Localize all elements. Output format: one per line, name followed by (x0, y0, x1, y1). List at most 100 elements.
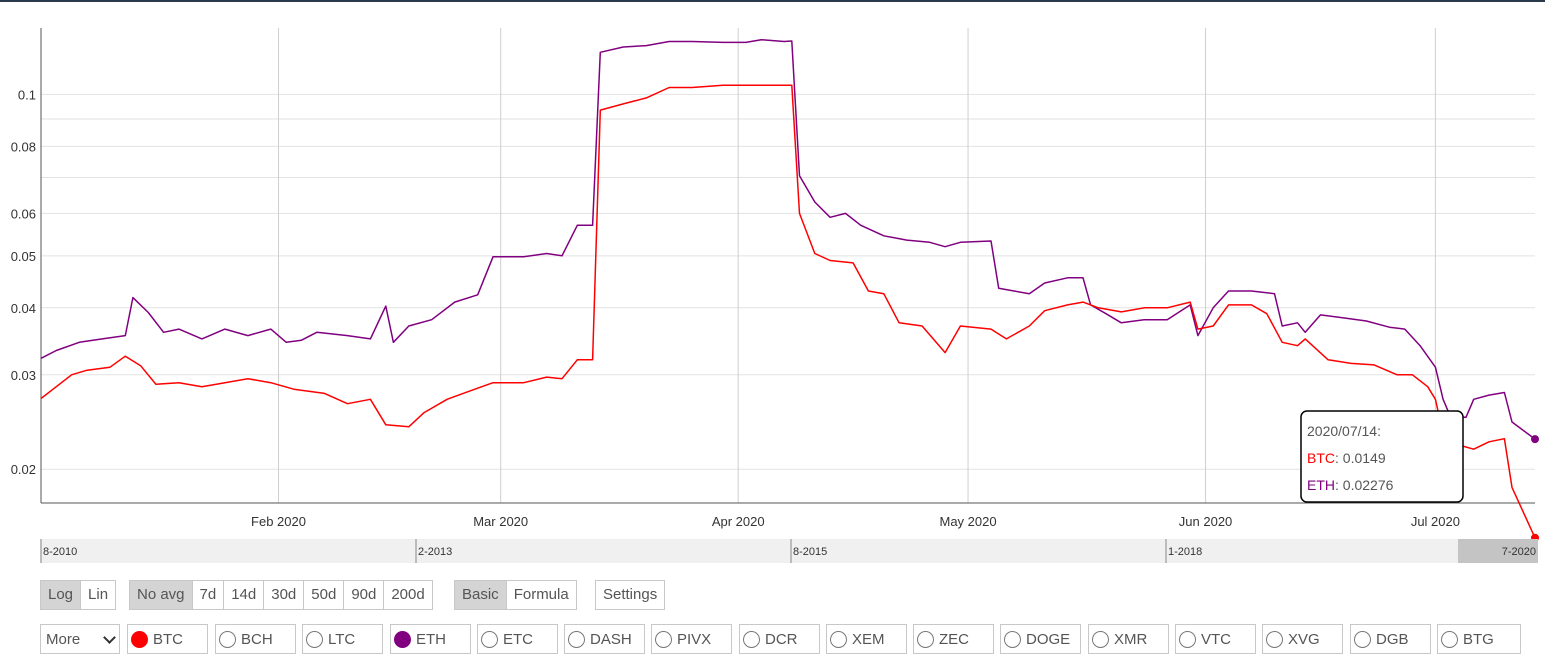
radio-icon (1179, 630, 1196, 648)
settings-group: Settings (595, 580, 666, 610)
radio-selected-icon (131, 630, 148, 648)
coin-toggle-btc[interactable]: BTC (127, 624, 208, 654)
avg-14d-button[interactable]: 14d (224, 581, 265, 609)
navigator-tick-label: 2-2013 (418, 546, 452, 558)
navigator-tick-label: 8-2010 (43, 546, 77, 558)
basic-mode-button[interactable]: Basic (455, 581, 507, 609)
x-tick-label: Mar 2020 (473, 514, 528, 529)
radio-icon (655, 630, 672, 648)
x-tick-label: Jul 2020 (1411, 514, 1460, 529)
tooltip: 2020/07/14: BTC: 0.0149 ETH: 0.02276 (1300, 410, 1464, 503)
radio-icon (1004, 630, 1021, 648)
avg-90d-button[interactable]: 90d (344, 581, 385, 609)
linear-scale-button[interactable]: Lin (81, 581, 116, 609)
coin-label: BTG (1463, 630, 1494, 648)
coin-toggle-dcr[interactable]: DCR (739, 624, 820, 654)
coin-toggle-dash[interactable]: DASH (564, 624, 645, 654)
tooltip-row-eth: ETH: 0.02276 (1307, 477, 1394, 493)
coin-toggle-eth[interactable]: ETH (390, 624, 471, 654)
coin-toggle-btg[interactable]: BTG (1437, 624, 1521, 654)
radio-icon (568, 630, 585, 648)
tooltip-row-btc: BTC: 0.0149 (1307, 450, 1386, 466)
axes: 0.1 0.08 0.06 0.05 0.04 0.03 0.02 Feb 2020 Mar 2… (11, 28, 1535, 529)
coin-toggle-zec[interactable]: ZEC (913, 624, 994, 654)
tooltip-series-name: ETH (1307, 477, 1335, 493)
coin-toggle-etc[interactable]: ETC (477, 624, 558, 654)
y-tick-label: 0.08 (11, 139, 36, 154)
avg-30d-button[interactable]: 30d (264, 581, 305, 609)
coin-label: XEM (852, 630, 885, 648)
settings-button[interactable]: Settings (596, 581, 665, 609)
navigator-selection[interactable] (1458, 539, 1538, 563)
navigator-tick-label: 1-2018 (1168, 546, 1202, 558)
radio-icon (1354, 630, 1371, 648)
coin-toggle-bch[interactable]: BCH (215, 624, 296, 654)
tooltip-series-name: BTC (1307, 450, 1335, 466)
scale-toggle: Log Lin (40, 580, 117, 610)
coin-toggle-xmr[interactable]: XMR (1088, 624, 1169, 654)
mode-toggle: Basic Formula (454, 580, 577, 610)
y-tick-label: 0.06 (11, 206, 36, 221)
radio-icon (481, 630, 498, 648)
radio-icon (306, 630, 323, 648)
navigator-track[interactable] (40, 539, 1538, 563)
coin-label: XVG (1288, 630, 1320, 648)
series-line-btc (40, 84, 1536, 539)
chevron-down-icon (103, 631, 116, 644)
coin-label: VTC (1201, 630, 1231, 648)
x-tick-label: Jun 2020 (1179, 514, 1233, 529)
radio-icon (219, 630, 236, 648)
coin-label: LTC (328, 630, 356, 648)
y-tick-label: 0.04 (11, 301, 36, 316)
coin-label: ETC (503, 630, 533, 648)
coin-toggle-doge[interactable]: DOGE (1000, 624, 1081, 654)
coin-label: BCH (241, 630, 273, 648)
coin-label: DCR (765, 630, 798, 648)
tooltip-box (1300, 410, 1464, 503)
price-ratio-chart: 0.1 0.08 0.06 0.05 0.04 0.03 0.02 Feb 2020 Mar 2… (11, 28, 1539, 563)
x-tick-label: Apr 2020 (712, 514, 765, 529)
y-tick-label: 0.05 (11, 249, 36, 264)
coin-label: PIVX (677, 630, 712, 648)
series (40, 38, 1539, 542)
formula-mode-button[interactable]: Formula (506, 581, 576, 609)
radio-selected-icon (394, 630, 411, 648)
top-border (0, 0, 1545, 2)
radio-icon (1092, 630, 1109, 648)
avg-7d-button[interactable]: 7d (192, 581, 225, 609)
coin-toggle-xvg[interactable]: XVG (1262, 624, 1343, 654)
coin-label: DOGE (1026, 630, 1071, 648)
radio-icon (743, 630, 760, 648)
y-tick-label: 0.02 (11, 462, 36, 477)
x-tick-label: Feb 2020 (251, 514, 306, 529)
more-coins-select[interactable]: More (40, 624, 120, 654)
avg-200d-button[interactable]: 200d (384, 581, 432, 609)
time-navigator[interactable]: 8-2010 2-2013 8-2015 1-2018 7-2020 (40, 539, 1538, 563)
tooltip-date: 2020/07/14: (1307, 423, 1381, 439)
series-line-eth (40, 38, 1536, 440)
navigator-tick-label: 7-2020 (1502, 546, 1536, 558)
moving-average-toggle: No avg 7d 14d 30d 50d 90d 200d (129, 580, 433, 610)
coin-label: BTC (153, 630, 183, 648)
coin-toggle-pivx[interactable]: PIVX (651, 624, 732, 654)
avg-50d-button[interactable]: 50d (304, 581, 345, 609)
coin-toggle-dgb[interactable]: DGB (1350, 624, 1431, 654)
log-scale-button[interactable]: Log (41, 581, 82, 609)
no-avg-button[interactable]: No avg (130, 581, 193, 609)
navigator-tick-label: 8-2015 (793, 546, 827, 558)
coin-toggle-xem[interactable]: XEM (826, 624, 907, 654)
tooltip-series-value: 0.02276 (1343, 477, 1394, 493)
radio-icon (1441, 630, 1458, 648)
coin-label: DGB (1376, 630, 1409, 648)
radio-icon (830, 630, 847, 648)
coin-toggle-vtc[interactable]: VTC (1175, 624, 1256, 654)
coin-label: XMR (1114, 630, 1148, 648)
radio-icon (917, 630, 934, 648)
coin-label: DASH (590, 630, 632, 648)
coin-toggle-ltc[interactable]: LTC (302, 624, 383, 654)
x-tick-label: May 2020 (939, 514, 996, 529)
radio-icon (1266, 630, 1283, 648)
coin-label: ZEC (939, 630, 969, 648)
series-marker-eth (1531, 435, 1539, 444)
y-tick-label: 0.03 (11, 368, 36, 383)
